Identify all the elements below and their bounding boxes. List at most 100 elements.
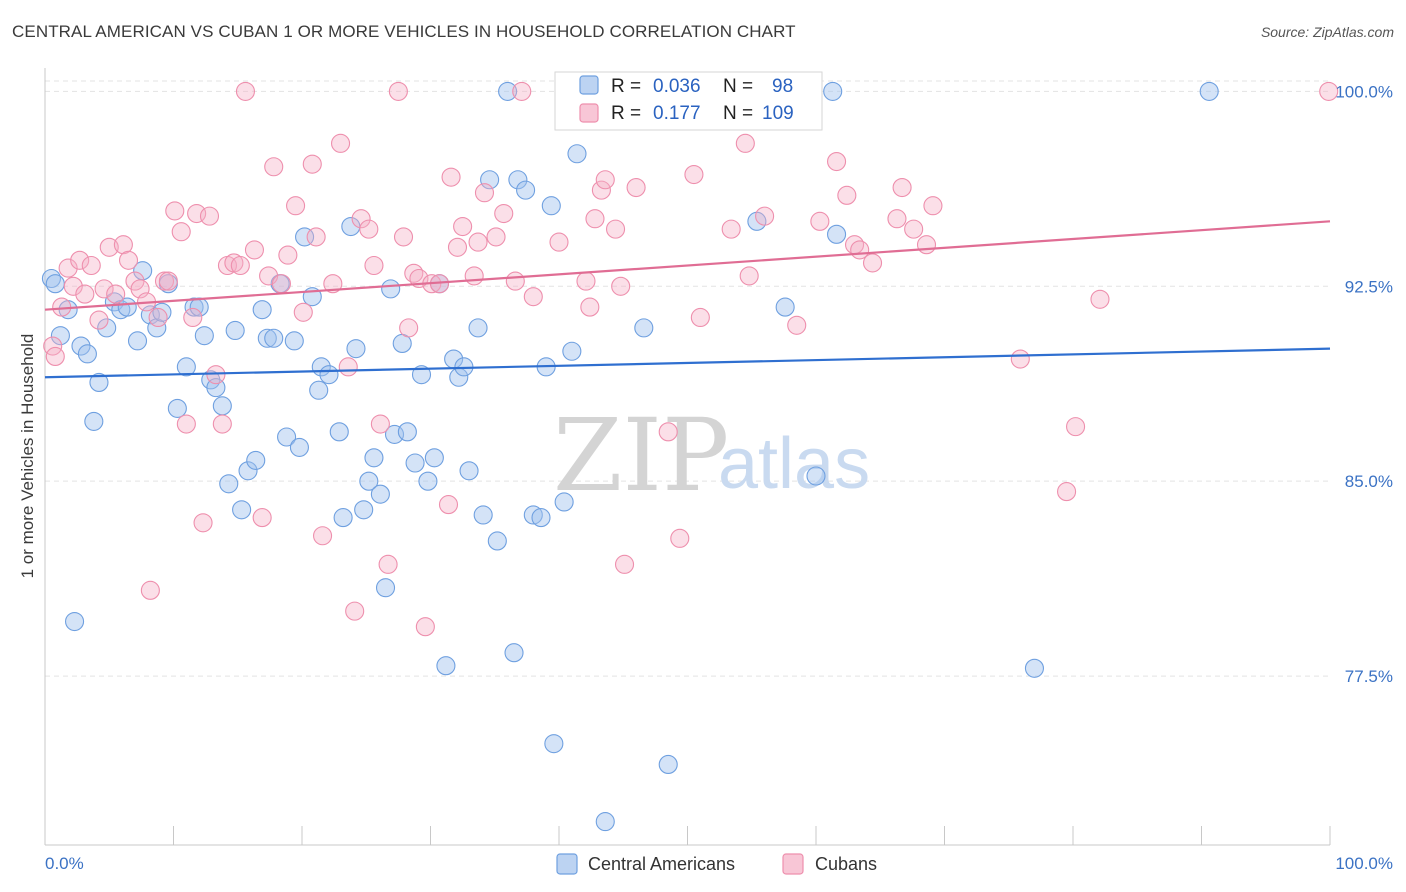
cubans-point [364, 255, 384, 276]
y-tick-label: 92.5% [1345, 277, 1393, 296]
cubans-point [75, 284, 95, 304]
central-americans-point [634, 318, 654, 338]
legend: Central Americans Cubans [556, 853, 877, 875]
central-americans-point [544, 734, 564, 754]
cubans-point [576, 271, 596, 291]
central-americans-point [436, 656, 456, 676]
stats-n-value: 109 [762, 103, 794, 124]
central-americans-point [176, 357, 196, 377]
cubans-point [183, 307, 203, 328]
cubans-point [378, 554, 398, 574]
cubans-point [345, 601, 365, 621]
cubans-point [393, 227, 414, 247]
central-americans-point [257, 328, 277, 348]
legend-item-cubans[interactable]: Cubans [782, 853, 877, 875]
cubans-point [158, 271, 178, 291]
central-americans-trend-line [44, 347, 1331, 379]
cubans-point [1090, 289, 1110, 309]
cubans-point [293, 302, 313, 322]
cubans-point [611, 276, 631, 296]
central-americans-point [1199, 81, 1219, 101]
stats-row-central-americans: R = 0.036 N = 98 [579, 75, 793, 97]
cubans-point [755, 206, 775, 226]
cubans-point [278, 245, 298, 265]
watermark-atlas: atlas [718, 424, 870, 504]
central-americans-point [541, 196, 561, 216]
central-americans-point [194, 326, 214, 346]
stats-n-label: N = [723, 103, 753, 124]
cubans-point [721, 219, 741, 239]
cubans-point [690, 307, 710, 328]
central-americans-point [127, 331, 148, 351]
central-americans-point [468, 318, 488, 338]
cubans-point [404, 263, 424, 283]
cubans-point [837, 185, 857, 205]
cubans-point [330, 133, 351, 153]
central-americans-point [346, 339, 366, 359]
x-tick-labels: 0.0% 100.0% [45, 854, 1393, 873]
central-americans-point [65, 611, 85, 632]
cubans-point [827, 152, 847, 172]
cubans-point [212, 414, 232, 434]
cubans-point [494, 203, 514, 224]
cubans-point [399, 318, 419, 338]
cubans-point [580, 297, 600, 317]
watermark-zip: ZIP [553, 397, 729, 514]
cubans-point [271, 274, 291, 294]
cubans-point [89, 310, 109, 330]
y-tick-label: 100.0% [1335, 82, 1393, 101]
cubans-point [351, 209, 371, 229]
central-americans-point [823, 81, 843, 101]
cubans-point [193, 513, 213, 533]
central-americans-point [71, 336, 91, 356]
central-americans-point [595, 812, 615, 832]
cubans-point [244, 240, 265, 260]
central-americans-point [459, 461, 479, 481]
y-tick-label: 77.5% [1345, 667, 1393, 686]
central-americans-point [184, 297, 204, 317]
stats-box: R = 0.036 N = 98 R = 0.177 N = 109 [554, 71, 823, 131]
cubans-point [464, 266, 484, 286]
cubans-point [512, 81, 532, 101]
cubans-point [338, 357, 358, 377]
cubans-point [549, 232, 569, 252]
central-americans-point [370, 484, 390, 504]
stats-swatch-central-americans [579, 75, 599, 95]
central-americans-point [89, 372, 109, 392]
stats-swatch-cubans [579, 103, 599, 123]
y-axis-label: 1 or more Vehicles in Household [18, 334, 37, 579]
central-americans-point [424, 448, 444, 468]
cubans-point [447, 237, 468, 257]
legend-label-central-americans: Central Americans [588, 854, 735, 874]
central-americans-point [504, 643, 524, 663]
cubans-point [862, 253, 883, 273]
central-americans-point [405, 453, 425, 473]
cubans-point [176, 414, 196, 434]
cubans-point [286, 196, 306, 216]
central-americans-point [487, 531, 507, 551]
stats-n-label: N = [723, 76, 753, 97]
central-americans-point [1024, 658, 1044, 678]
cubans-point [735, 133, 755, 153]
central-americans-point [50, 326, 70, 346]
central-americans-point [284, 331, 304, 351]
cubans-point [171, 222, 191, 242]
cubans-point [94, 279, 114, 299]
cubans-point [684, 164, 704, 185]
cubans-point [591, 180, 611, 200]
central-americans-point [277, 427, 297, 447]
legend-item-central-americans[interactable]: Central Americans [556, 853, 735, 875]
cubans-point [614, 554, 635, 574]
cubans-point [468, 232, 488, 252]
central-americans-point [473, 505, 493, 525]
central-americans-point [295, 227, 315, 247]
central-americans-point [289, 437, 309, 457]
cubans-point [140, 580, 160, 600]
central-americans-point [775, 297, 795, 317]
legend-label-cubans: Cubans [815, 854, 877, 874]
central-americans-point [498, 81, 518, 101]
cubans-point [99, 237, 119, 257]
central-americans-point [333, 508, 353, 528]
central-americans-point [359, 471, 379, 491]
cubans-point [252, 508, 272, 528]
